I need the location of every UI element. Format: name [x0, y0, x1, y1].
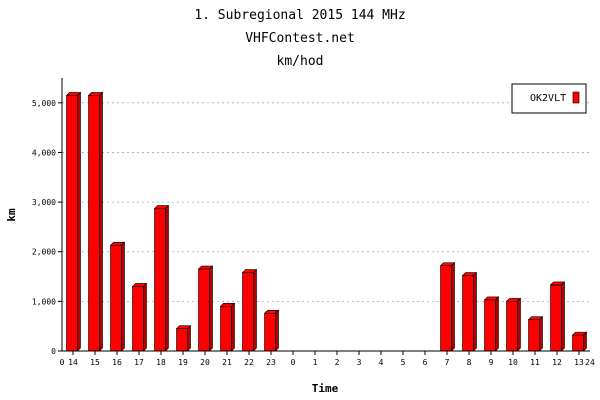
bar-front	[110, 244, 122, 352]
legend-label: OK2VLT	[530, 93, 566, 104]
x-tick-label: 14	[68, 358, 78, 367]
x-tick-label: 4	[379, 358, 384, 367]
bar-side	[121, 241, 125, 352]
bar-side	[517, 297, 521, 352]
x-tick-label: 11	[530, 358, 540, 367]
bar	[461, 271, 478, 352]
bar	[131, 282, 148, 352]
bar-front	[506, 301, 518, 352]
x-tick-label: 21	[222, 358, 232, 367]
y-tick-label: 1,000	[32, 297, 56, 306]
x-tick-label: 0	[291, 358, 296, 367]
bar-side	[473, 271, 477, 352]
bar-side	[583, 331, 587, 352]
bar-front	[484, 299, 496, 352]
bar	[65, 91, 82, 352]
bar	[527, 316, 544, 352]
bar-side	[99, 91, 103, 352]
bar-side	[539, 316, 543, 352]
bar	[439, 261, 456, 352]
bar	[175, 324, 192, 352]
bar-side	[165, 204, 169, 352]
bar	[263, 309, 280, 352]
bar	[219, 302, 236, 352]
x-axis-title: Time	[312, 382, 339, 395]
bar-front	[462, 275, 474, 352]
bar-front	[88, 95, 100, 352]
x-tick-label: 22	[244, 358, 254, 367]
x-tick-label: 19	[178, 358, 188, 367]
bar	[241, 268, 258, 352]
y-tick-label: 2,000	[32, 248, 56, 257]
bar-side	[561, 281, 565, 352]
bar-front	[176, 328, 188, 352]
x-tick-label: 18	[156, 358, 166, 367]
bar-front	[528, 319, 540, 352]
y-tick-label: 3,000	[32, 198, 56, 207]
bar-front	[132, 286, 144, 352]
y-tick-label: 5,000	[32, 99, 56, 108]
chart-title: 1. Subregional 2015 144 MHz	[194, 8, 406, 23]
x-tick-label: 9	[489, 358, 494, 367]
bar	[197, 265, 214, 352]
grid-lines	[62, 102, 590, 302]
x-tick-label: 23	[266, 358, 276, 367]
x-tick-label: 10	[508, 358, 518, 367]
axes	[61, 78, 590, 352]
bar-front	[220, 306, 232, 352]
bar-front	[198, 268, 210, 352]
bar-front	[242, 272, 254, 352]
bar-side	[143, 282, 147, 352]
bar-side	[275, 309, 279, 352]
bar	[483, 296, 500, 352]
x-tick-label: 17	[134, 358, 144, 367]
legend-box	[511, 83, 587, 114]
x-tick-label: 2	[335, 358, 340, 367]
bar	[571, 331, 588, 352]
bar-front	[66, 95, 78, 352]
bar-front	[264, 312, 276, 352]
bar-front	[550, 284, 562, 352]
chart-subtitle: VHFContest.net	[245, 31, 355, 46]
bar-side	[451, 261, 455, 352]
legend: OK2VLT	[511, 83, 587, 114]
x-axis-start-label: 0	[60, 358, 65, 367]
y-tick-label: 0	[51, 347, 56, 356]
bar-side	[77, 91, 81, 352]
x-axis-end-label: 24	[585, 358, 595, 367]
bar-front	[154, 208, 166, 352]
x-tick-label: 6	[423, 358, 428, 367]
y-axis-title: km	[5, 208, 18, 222]
x-tick-label: 3	[357, 358, 362, 367]
chart-title-block: 1. Subregional 2015 144 MHz VHFContest.n…	[0, 4, 600, 73]
x-tick-label: 12	[552, 358, 562, 367]
bar-side	[231, 302, 235, 352]
bar	[153, 204, 170, 352]
x-tick-label: 15	[90, 358, 100, 367]
bars	[65, 91, 588, 352]
legend-swatch	[572, 91, 580, 104]
x-tick-label: 1	[313, 358, 318, 367]
bar-side	[187, 324, 191, 352]
y-tick-label: 4,000	[32, 148, 56, 157]
bar	[87, 91, 104, 352]
bar-side	[253, 268, 257, 352]
bar-front	[440, 265, 452, 352]
bar	[109, 241, 126, 352]
x-tick-label: 7	[445, 358, 450, 367]
bar-front	[572, 334, 584, 352]
x-tick-label: 20	[200, 358, 210, 367]
bar	[549, 281, 566, 352]
x-tick-label: 5	[401, 358, 406, 367]
bar-side	[495, 296, 499, 352]
chart-unit: km/hod	[276, 54, 324, 69]
x-tick-label: 8	[467, 358, 472, 367]
bar	[505, 297, 522, 352]
x-tick-label: 13	[574, 358, 584, 367]
x-tick-label: 16	[112, 358, 122, 367]
bar-side	[209, 265, 213, 352]
